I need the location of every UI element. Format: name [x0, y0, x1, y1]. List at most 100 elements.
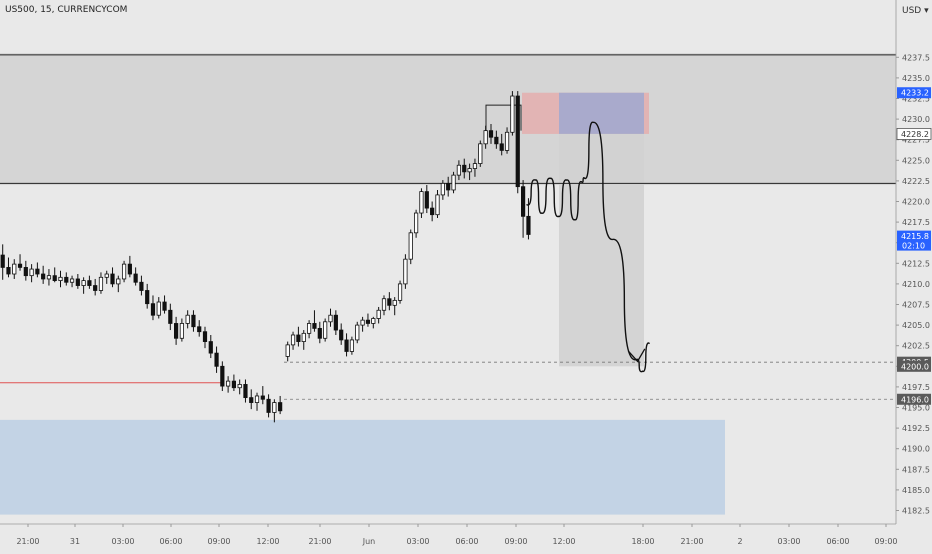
- candle-body: [254, 395, 260, 403]
- currency-label: USD: [902, 6, 922, 16]
- candle-body: [23, 267, 28, 277]
- candle-body: [64, 276, 69, 283]
- x-tick-label: 03:00: [777, 537, 800, 546]
- candle-body: [127, 263, 132, 275]
- candle-body: [290, 334, 296, 346]
- candle: [12, 259, 17, 279]
- price-label-box: [897, 87, 931, 99]
- candle-body: [104, 273, 109, 278]
- candle-body: [226, 380, 231, 387]
- y-tick-label: 4232.5: [902, 95, 930, 104]
- candle: [296, 326, 301, 347]
- candle-body: [81, 280, 86, 286]
- candle-body: [12, 263, 17, 275]
- candle: [285, 341, 290, 362]
- x-tick-label: Jun: [362, 537, 376, 546]
- candle: [488, 124, 494, 144]
- candle: [317, 321, 322, 344]
- candle: [191, 310, 196, 332]
- y-tick-label: 4225.0: [902, 156, 930, 165]
- candle-body: [35, 268, 40, 275]
- candle-body: [526, 215, 531, 235]
- candle-body: [278, 402, 283, 412]
- candle: [312, 310, 317, 332]
- candle-body: [87, 280, 92, 286]
- candle: [260, 386, 265, 405]
- candle: [58, 270, 63, 288]
- x-tick-label: 18:00: [631, 537, 654, 546]
- supply-zone: [0, 53, 896, 186]
- currency-selector[interactable]: USD ▾: [902, 6, 929, 16]
- candle-body: [237, 384, 242, 389]
- projection-path: [526, 121, 650, 373]
- candle-body: [472, 163, 478, 169]
- candle: [301, 330, 306, 350]
- y-tick-label: 4202.5: [902, 342, 930, 351]
- y-tick-label: 4192.5: [902, 424, 930, 433]
- candle: [208, 334, 213, 359]
- y-tick-label: 4237.5: [902, 53, 930, 62]
- candle-body: [483, 130, 488, 145]
- candle-body: [272, 402, 277, 413]
- candle-body: [387, 298, 392, 306]
- candle: [0, 244, 5, 280]
- candle-body: [75, 278, 80, 286]
- candle-body: [467, 168, 472, 173]
- candle: [179, 318, 184, 342]
- candle: [355, 321, 360, 344]
- candle-body: [6, 267, 11, 275]
- candle: [290, 331, 296, 350]
- candle-body: [46, 275, 52, 280]
- candle: [323, 318, 328, 342]
- candle-body: [191, 314, 196, 328]
- candle: [87, 275, 92, 289]
- candle-body: [371, 318, 376, 324]
- candle: [306, 320, 312, 339]
- candle: [226, 376, 231, 393]
- candle: [387, 292, 392, 311]
- candle-body: [197, 326, 202, 333]
- candle: [328, 308, 333, 327]
- candle-body: [317, 327, 322, 339]
- candle: [333, 310, 338, 335]
- arrow-head: [627, 348, 646, 363]
- candle-body: [355, 324, 360, 341]
- y-tick-label: 4205.0: [902, 321, 930, 330]
- candle: [75, 274, 80, 289]
- candle: [365, 313, 371, 327]
- x-tick-label: 09:00: [874, 537, 897, 546]
- candle: [467, 163, 472, 181]
- candle: [156, 297, 161, 319]
- candle-body: [430, 207, 435, 216]
- candle: [424, 185, 429, 214]
- candle: [52, 267, 57, 283]
- candle-body: [344, 339, 349, 352]
- candle: [403, 254, 408, 289]
- candle-body: [478, 143, 483, 164]
- candle-body: [435, 194, 440, 216]
- y-tick-label: 4182.5: [902, 507, 930, 516]
- candle-body: [17, 263, 23, 268]
- y-tick-label: 4195.0: [902, 404, 930, 413]
- candle-body: [208, 341, 213, 354]
- candle-body: [462, 164, 467, 173]
- candle-body: [376, 309, 381, 319]
- candle: [339, 323, 344, 345]
- candle-body: [29, 268, 34, 277]
- candle: [266, 394, 271, 418]
- candle-body: [510, 95, 515, 133]
- x-tick-label: 2: [737, 537, 742, 546]
- candle-body: [381, 298, 387, 311]
- candle-body: [150, 303, 156, 316]
- x-tick-label: 06:00: [159, 537, 182, 546]
- x-tick-label: 06:00: [455, 537, 478, 546]
- y-tick-label: 4235.0: [902, 74, 930, 83]
- candle-body: [110, 273, 115, 285]
- candle: [349, 336, 355, 355]
- price-label-box: [897, 230, 931, 251]
- y-tick-label: 4227.5: [902, 136, 930, 145]
- candle-body: [349, 339, 355, 352]
- candle-body: [440, 182, 445, 196]
